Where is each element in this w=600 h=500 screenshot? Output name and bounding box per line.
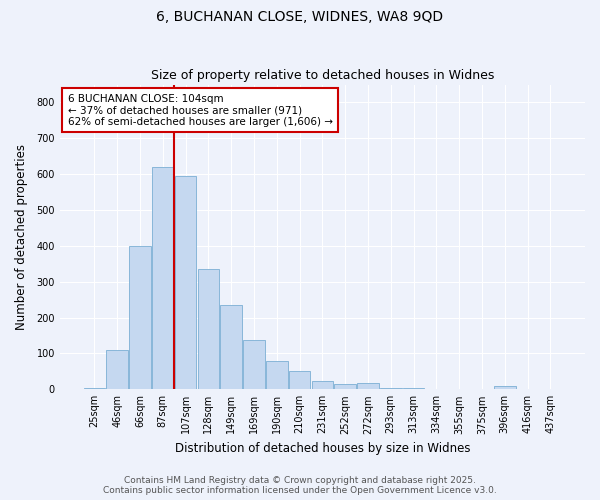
Text: 6 BUCHANAN CLOSE: 104sqm
← 37% of detached houses are smaller (971)
62% of semi-: 6 BUCHANAN CLOSE: 104sqm ← 37% of detach… <box>68 94 332 127</box>
X-axis label: Distribution of detached houses by size in Widnes: Distribution of detached houses by size … <box>175 442 470 455</box>
Bar <box>380 388 401 390</box>
Bar <box>83 388 105 390</box>
Bar <box>243 340 265 390</box>
Text: 6, BUCHANAN CLOSE, WIDNES, WA8 9QD: 6, BUCHANAN CLOSE, WIDNES, WA8 9QD <box>157 10 443 24</box>
Y-axis label: Number of detached properties: Number of detached properties <box>15 144 28 330</box>
Bar <box>266 360 287 390</box>
Bar <box>494 386 515 390</box>
Title: Size of property relative to detached houses in Widnes: Size of property relative to detached ho… <box>151 69 494 82</box>
Bar <box>129 246 151 390</box>
Text: Contains HM Land Registry data © Crown copyright and database right 2025.
Contai: Contains HM Land Registry data © Crown c… <box>103 476 497 495</box>
Bar <box>175 176 196 390</box>
Bar <box>197 269 219 390</box>
Bar <box>311 382 333 390</box>
Bar <box>289 372 310 390</box>
Bar <box>403 388 424 390</box>
Bar <box>334 384 356 390</box>
Bar <box>357 383 379 390</box>
Bar <box>220 305 242 390</box>
Bar <box>106 350 128 390</box>
Bar <box>152 167 173 390</box>
